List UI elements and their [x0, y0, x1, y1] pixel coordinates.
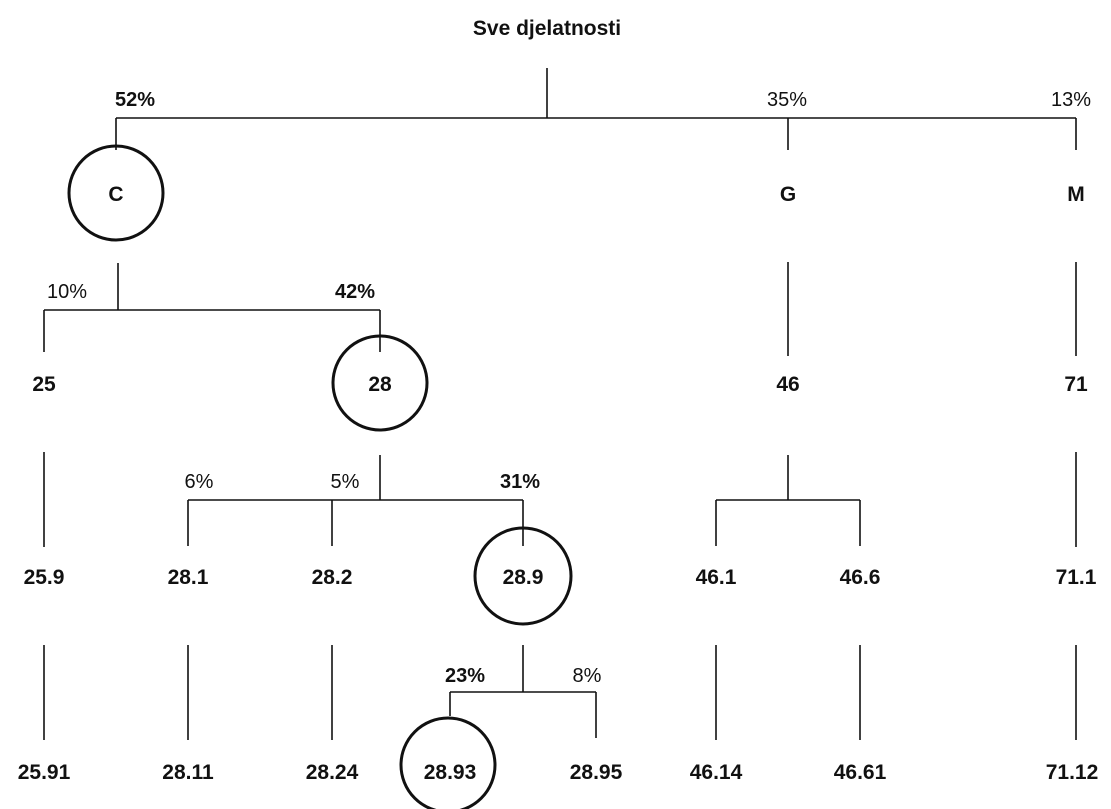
node-28.24: 28.24 — [306, 761, 359, 784]
share-28.1: 6% — [185, 471, 214, 493]
share-28.9: 31% — [500, 471, 540, 493]
connectors-level-1 — [115, 68, 1077, 150]
connectors-level-3 — [43, 452, 1077, 547]
share-28.95: 8% — [573, 665, 602, 687]
node-25.9: 25.9 — [24, 566, 65, 589]
node-46.61: 46.61 — [834, 761, 887, 784]
node-71.1: 71.1 — [1056, 566, 1097, 589]
node-28: 28 — [368, 373, 392, 396]
share-28.93: 23% — [445, 665, 485, 687]
node-28.93: 28.93 — [424, 761, 477, 784]
node-28.1: 28.1 — [168, 566, 209, 589]
share-M: 13% — [1051, 89, 1091, 111]
highlight-circle-28.93 — [399, 716, 497, 809]
node-25: 25 — [32, 373, 56, 396]
node-28.9: 28.9 — [503, 566, 544, 589]
share-28.2: 5% — [331, 471, 360, 493]
node-28.11: 28.11 — [162, 761, 214, 784]
node-46.6: 46.6 — [840, 566, 881, 589]
share-C: 52% — [115, 89, 155, 111]
node-C: C — [108, 183, 123, 206]
highlight-circle-C — [67, 144, 165, 242]
share-28: 42% — [335, 281, 375, 303]
highlight-circle-28.9 — [473, 526, 573, 626]
node-71: 71 — [1064, 373, 1088, 396]
diagram-title: Sve djelatnosti — [473, 17, 621, 40]
node-28.95: 28.95 — [570, 761, 623, 784]
node-M: M — [1067, 183, 1085, 206]
node-G: G — [780, 183, 796, 206]
node-71.12: 71.12 — [1046, 761, 1099, 784]
highlight-circle-28 — [331, 334, 429, 432]
share-G: 35% — [767, 89, 807, 111]
node-46.14: 46.14 — [690, 761, 743, 784]
node-25.91: 25.91 — [18, 761, 71, 784]
share-25: 10% — [47, 281, 87, 303]
node-46: 46 — [776, 373, 799, 396]
node-28.2: 28.2 — [312, 566, 353, 589]
node-46.1: 46.1 — [696, 566, 737, 589]
connectors-level-4 — [43, 645, 1077, 740]
connectors-level-2 — [43, 262, 1077, 356]
